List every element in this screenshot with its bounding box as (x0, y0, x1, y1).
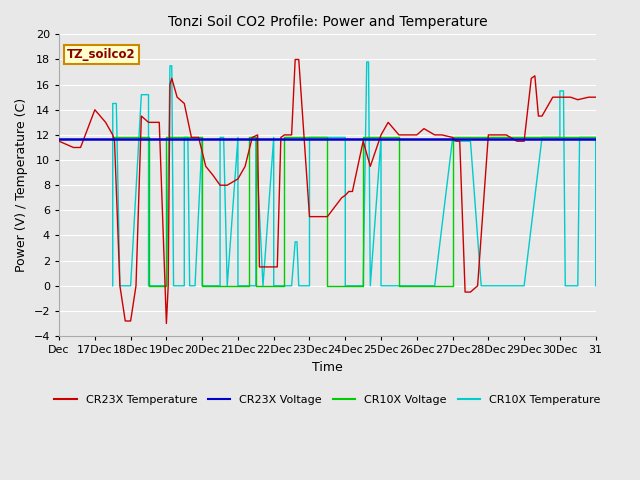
X-axis label: Time: Time (312, 360, 343, 373)
Text: TZ_soilco2: TZ_soilco2 (67, 48, 136, 61)
Title: Tonzi Soil CO2 Profile: Power and Temperature: Tonzi Soil CO2 Profile: Power and Temper… (168, 15, 487, 29)
Y-axis label: Power (V) / Temperature (C): Power (V) / Temperature (C) (15, 98, 28, 272)
Legend: CR23X Temperature, CR23X Voltage, CR10X Voltage, CR10X Temperature: CR23X Temperature, CR23X Voltage, CR10X … (50, 390, 605, 409)
